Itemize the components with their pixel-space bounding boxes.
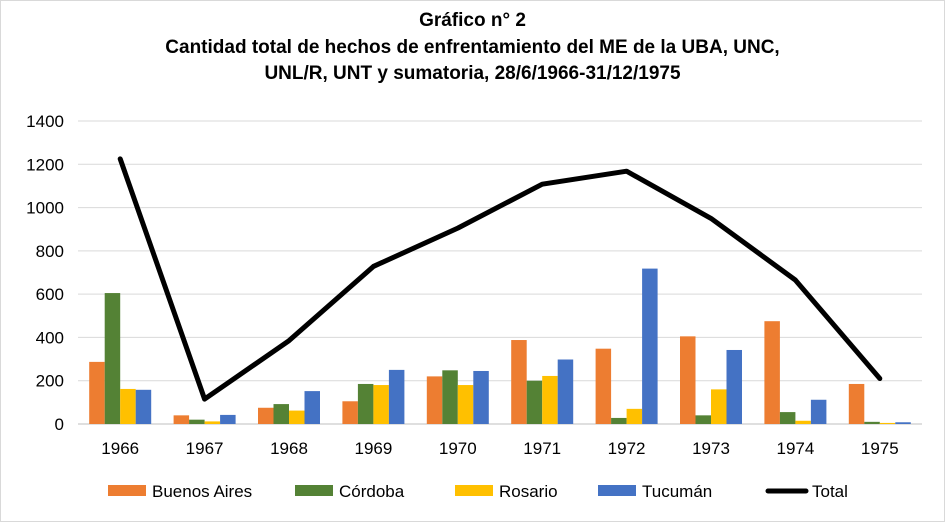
bar-buenos-aires-1968 [258, 407, 274, 424]
bar-rosario-1970 [457, 385, 474, 424]
bar-buenos-aires-1974 [764, 321, 780, 424]
bar-c-rdoba-1968 [273, 404, 289, 424]
bar-tucum-n-1968 [304, 391, 320, 424]
bar-rosario-1972 [626, 408, 643, 424]
y-tick-label: 0 [55, 415, 64, 434]
bar-rosario-1968 [289, 410, 305, 424]
x-tick-label-1971: 1971 [523, 439, 561, 458]
x-tick-label-1970: 1970 [439, 439, 477, 458]
bar-tucum-n-1972 [642, 268, 658, 424]
bar-buenos-aires-1970 [426, 376, 443, 424]
bar-c-rdoba-1970 [442, 370, 458, 424]
bar-tucum-n-1969 [388, 369, 405, 424]
bar-buenos-aires-1966 [89, 361, 105, 424]
bar-buenos-aires-1972 [595, 348, 612, 424]
line-series-total [117, 156, 883, 402]
legend-label-total: Total [812, 482, 848, 501]
bar-buenos-aires-1975 [848, 383, 865, 424]
x-tick-label-1968: 1968 [270, 439, 308, 458]
legend-swatch-rosario [455, 485, 493, 496]
bar-rosario-1975 [879, 422, 896, 424]
x-tick-label-1969: 1969 [354, 439, 392, 458]
bar-c-rdoba-1971 [526, 380, 543, 424]
bar-tucum-n-1974 [810, 399, 827, 424]
x-tick-label-1974: 1974 [776, 439, 814, 458]
bar-tucum-n-1973 [726, 349, 742, 424]
y-tick-label: 1400 [26, 112, 64, 131]
bar-c-rdoba-1969 [357, 383, 374, 424]
bar-rosario-1971 [542, 375, 558, 424]
y-tick-label: 1200 [26, 155, 64, 174]
y-tick-label: 1000 [26, 199, 64, 218]
y-tick-label: 800 [36, 242, 64, 261]
bar-rosario-1966 [120, 388, 136, 424]
bar-rosario-1967 [204, 421, 221, 424]
bar-c-rdoba-1973 [695, 415, 711, 424]
x-tick-label-1966: 1966 [101, 439, 139, 458]
legend-label-c-rdoba: Córdoba [339, 482, 405, 501]
bar-rosario-1974 [795, 420, 811, 424]
legend-swatch-tucum-n [598, 485, 636, 496]
bar-tucum-n-1967 [220, 414, 236, 424]
bar-c-rdoba-1975 [864, 421, 880, 424]
x-tick-label-1972: 1972 [608, 439, 646, 458]
bar-tucum-n-1971 [557, 359, 574, 424]
chart-title-line-2: Cantidad total de hechos de enfrentamien… [165, 37, 780, 58]
legend-label-tucum-n: Tucumán [642, 482, 712, 501]
x-tick-label-1967: 1967 [186, 439, 224, 458]
legend-label-buenos-aires: Buenos Aires [152, 482, 252, 501]
x-tick-label-1973: 1973 [692, 439, 730, 458]
bar-rosario-1973 [711, 389, 727, 424]
bar-buenos-aires-1973 [680, 336, 696, 424]
y-tick-label: 600 [36, 285, 64, 304]
chart-title-line-1: Gráfico n° 2 [419, 10, 526, 31]
bar-buenos-aires-1969 [342, 401, 358, 424]
legend-label-rosario: Rosario [499, 482, 558, 501]
bar-tucum-n-1970 [473, 370, 489, 424]
legend-swatch-buenos-aires [108, 485, 146, 496]
x-tick-label-1975: 1975 [861, 439, 899, 458]
bar-tucum-n-1975 [895, 422, 911, 424]
bar-c-rdoba-1966 [104, 293, 121, 424]
bar-c-rdoba-1974 [779, 412, 796, 424]
bar-c-rdoba-1972 [611, 417, 627, 424]
bar-buenos-aires-1971 [511, 340, 527, 424]
y-tick-label: 200 [36, 372, 64, 391]
legend-swatch-c-rdoba [295, 485, 333, 496]
bar-tucum-n-1966 [135, 389, 152, 424]
y-tick-label: 400 [36, 328, 64, 347]
bar-buenos-aires-1967 [173, 415, 190, 424]
bar-rosario-1969 [373, 385, 389, 424]
chart-title-line-3: UNL/R, UNT y sumatoria, 28/6/1966-31/12/… [264, 63, 681, 84]
bar-c-rdoba-1967 [189, 419, 205, 424]
